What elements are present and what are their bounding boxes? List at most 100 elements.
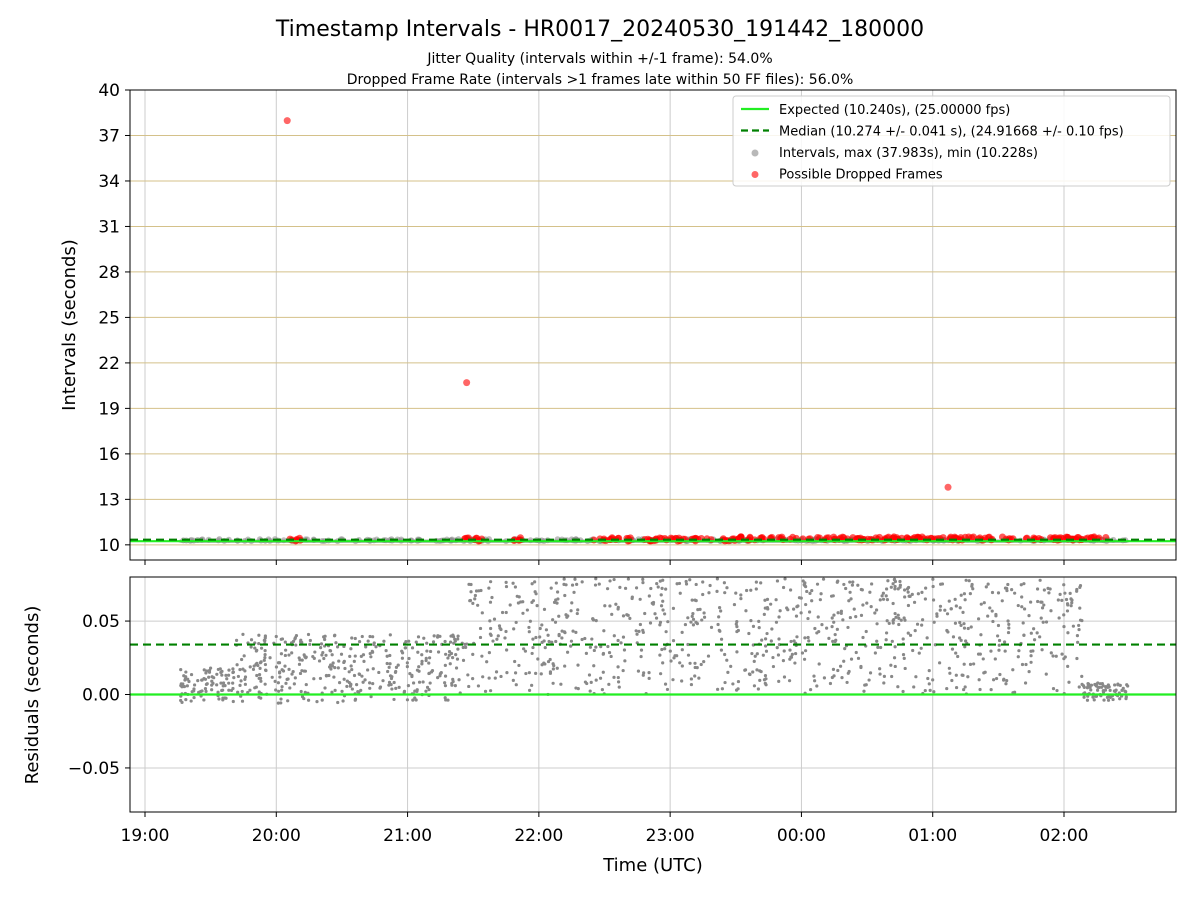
residual-point: [432, 634, 436, 638]
residual-point: [569, 644, 573, 648]
residual-point: [268, 656, 272, 660]
residual-point: [359, 688, 363, 692]
residual-point: [1063, 591, 1067, 595]
residual-point: [808, 688, 813, 692]
y-tick-label: 16: [98, 445, 120, 465]
residual-point: [514, 620, 518, 625]
residual-point: [287, 653, 291, 657]
residual-point: [680, 679, 684, 683]
residual-point: [513, 671, 518, 675]
residual-point: [542, 607, 547, 611]
residual-point: [1065, 609, 1070, 613]
residual-point: [794, 614, 799, 618]
residual-point: [366, 668, 370, 672]
residual-point: [270, 675, 274, 679]
residual-point: [735, 629, 739, 634]
residual-point: [333, 688, 337, 692]
residual-point: [481, 675, 485, 679]
residual-point: [1060, 598, 1064, 602]
residual-point: [411, 698, 415, 702]
residual-point: [480, 611, 484, 615]
residual-point: [254, 685, 258, 689]
residual-point: [690, 598, 694, 602]
residual-point: [405, 698, 410, 702]
residual-point: [466, 673, 470, 677]
residual-point: [1036, 599, 1040, 604]
residual-point: [1032, 638, 1037, 642]
residual-point: [574, 630, 578, 634]
residual-point: [575, 611, 579, 616]
residual-point: [873, 651, 877, 655]
residual-point: [317, 659, 322, 663]
residual-point: [461, 658, 466, 663]
residual-point: [717, 606, 722, 610]
residual-point: [352, 659, 356, 663]
residual-point: [832, 613, 836, 617]
residual-point: [608, 579, 612, 583]
residual-point: [303, 690, 307, 694]
residual-point: [304, 656, 308, 660]
residual-point: [898, 583, 902, 587]
residual-point: [299, 638, 303, 642]
residual-point: [353, 636, 357, 641]
residual-point: [686, 642, 690, 647]
residual-point: [550, 640, 554, 644]
residual-point: [628, 616, 632, 620]
residual-point: [847, 599, 851, 603]
residual-point: [953, 621, 958, 625]
residual-point: [1023, 681, 1028, 685]
residual-point: [330, 653, 334, 657]
x-tick-label: 02:00: [1040, 826, 1089, 846]
y-tick-label: 19: [98, 399, 120, 419]
residual-point: [225, 677, 229, 681]
residual-point: [997, 643, 1001, 647]
residual-point: [469, 590, 473, 594]
residual-point: [226, 673, 231, 677]
residual-point: [377, 670, 381, 675]
residual-point: [563, 593, 567, 598]
residual-point: [349, 647, 353, 651]
residual-point: [821, 577, 826, 581]
residual-point: [782, 649, 786, 653]
residual-point: [862, 689, 866, 693]
residual-point: [280, 685, 284, 689]
residual-point: [531, 599, 535, 603]
residual-point: [220, 673, 224, 677]
residual-point: [966, 675, 970, 679]
residual-point: [817, 662, 821, 666]
residual-point: [834, 638, 838, 642]
residual-point: [848, 590, 852, 594]
residual-point: [996, 591, 1001, 595]
residual-point: [386, 669, 390, 674]
residual-point: [231, 670, 235, 674]
residual-point: [203, 677, 208, 681]
residual-point: [320, 653, 324, 657]
residual-point: [719, 637, 724, 641]
residual-point: [800, 651, 805, 655]
residual-point: [897, 622, 901, 627]
residual-point: [603, 604, 607, 608]
residual-point: [882, 674, 886, 678]
residual-point: [186, 677, 190, 681]
residual-point: [1010, 588, 1014, 592]
residual-point: [884, 594, 888, 598]
residual-point: [762, 612, 766, 616]
residual-point: [1035, 587, 1040, 591]
residual-point: [387, 680, 392, 684]
residual-point: [448, 662, 452, 666]
residual-point: [565, 615, 569, 619]
residual-point: [694, 599, 698, 603]
residual-point: [258, 666, 262, 670]
residual-point: [216, 690, 220, 694]
residual-point: [290, 672, 294, 676]
residual-point: [378, 685, 383, 689]
residual-point: [489, 626, 493, 631]
residual-point: [334, 641, 338, 645]
residual-point: [963, 645, 967, 649]
residual-point: [297, 662, 302, 666]
residual-point: [1077, 623, 1081, 628]
residual-point: [551, 667, 555, 671]
residual-point: [962, 592, 966, 596]
residual-point: [1065, 602, 1070, 606]
residual-point: [414, 698, 418, 702]
